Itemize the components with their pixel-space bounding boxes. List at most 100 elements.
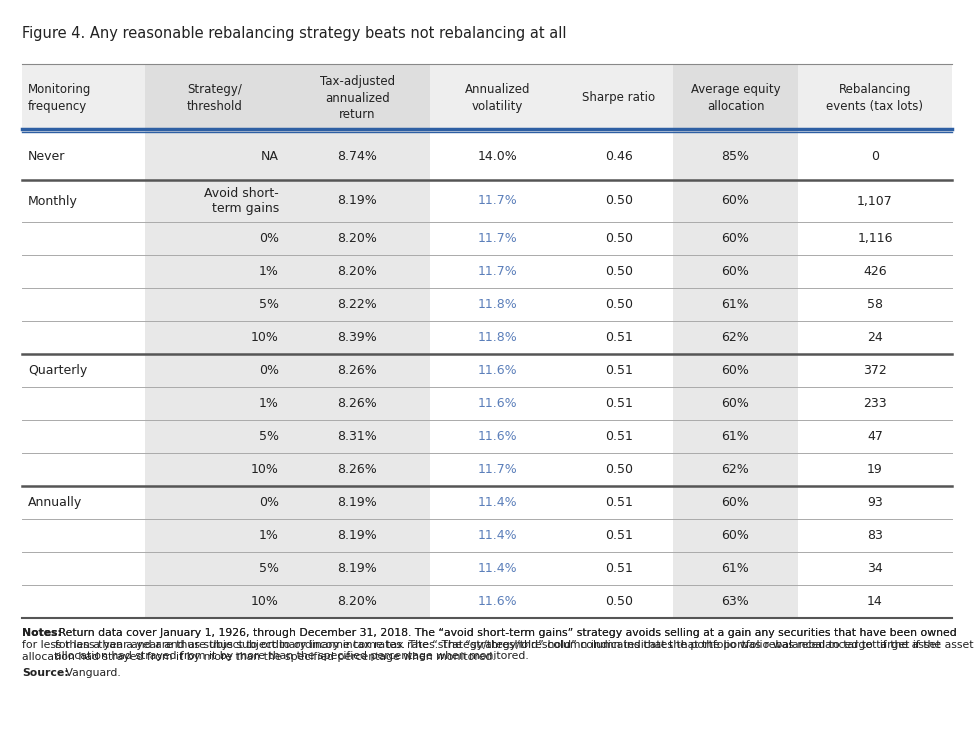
Text: 62%: 62% — [722, 331, 749, 344]
Text: Sharpe ratio: Sharpe ratio — [582, 91, 656, 105]
Text: 8.20%: 8.20% — [338, 232, 378, 245]
Text: 11.7%: 11.7% — [477, 195, 517, 207]
Text: Tax-adjusted
annualized
return: Tax-adjusted annualized return — [319, 75, 395, 121]
Text: 11.6%: 11.6% — [477, 397, 517, 410]
Text: Rebalancing
events (tax lots): Rebalancing events (tax lots) — [827, 83, 923, 113]
Text: 11.6%: 11.6% — [477, 595, 517, 608]
Text: 11.7%: 11.7% — [477, 463, 517, 476]
Text: 11.6%: 11.6% — [477, 364, 517, 377]
Text: 0.50: 0.50 — [605, 265, 633, 278]
Text: 8.19%: 8.19% — [338, 529, 377, 542]
Text: 61%: 61% — [722, 430, 749, 443]
Text: 93: 93 — [867, 496, 882, 509]
Text: 34: 34 — [867, 562, 882, 575]
Text: 5%: 5% — [259, 562, 279, 575]
Text: 0.50: 0.50 — [605, 232, 633, 245]
Text: 0%: 0% — [259, 496, 279, 509]
Bar — [145, 64, 285, 132]
Bar — [673, 64, 798, 618]
Text: Quarterly: Quarterly — [28, 364, 88, 377]
Text: Return data cover January 1, 1926, through December 31, 2018. The “avoid short-t: Return data cover January 1, 1926, throu… — [55, 628, 973, 661]
Text: 47: 47 — [867, 430, 883, 443]
Text: 11.6%: 11.6% — [477, 430, 517, 443]
Text: 5%: 5% — [259, 298, 279, 311]
Text: 0.51: 0.51 — [605, 529, 633, 542]
Text: 0.51: 0.51 — [605, 562, 633, 575]
Text: Notes:: Notes: — [22, 628, 62, 638]
Text: 10%: 10% — [251, 331, 279, 344]
Bar — [285, 64, 430, 132]
Text: Annually: Annually — [28, 496, 82, 509]
Text: 8.39%: 8.39% — [338, 331, 377, 344]
Text: allocation had strayed from it by more than the specified percentage when monito: allocation had strayed from it by more t… — [22, 652, 496, 662]
Text: 0%: 0% — [259, 232, 279, 245]
Text: 11.7%: 11.7% — [477, 232, 517, 245]
Text: Average equity
allocation: Average equity allocation — [691, 83, 780, 113]
Text: 8.26%: 8.26% — [338, 463, 377, 476]
Text: 62%: 62% — [722, 463, 749, 476]
Text: 60%: 60% — [722, 195, 749, 207]
Text: 60%: 60% — [722, 496, 749, 509]
Text: 14.0%: 14.0% — [477, 149, 517, 163]
Text: 5%: 5% — [259, 430, 279, 443]
Text: Source:: Source: — [22, 668, 69, 678]
Text: 11.8%: 11.8% — [477, 331, 517, 344]
Text: 58: 58 — [867, 298, 883, 311]
Text: 8.19%: 8.19% — [338, 496, 377, 509]
Text: 233: 233 — [863, 397, 886, 410]
Text: 19: 19 — [867, 463, 882, 476]
Bar — [798, 64, 952, 132]
Text: 10%: 10% — [251, 595, 279, 608]
Text: Avoid short-
term gains: Avoid short- term gains — [205, 187, 279, 215]
Text: 0.50: 0.50 — [605, 195, 633, 207]
Text: 24: 24 — [867, 331, 882, 344]
Text: 0.51: 0.51 — [605, 331, 633, 344]
Text: 14: 14 — [867, 595, 882, 608]
Text: 0%: 0% — [259, 364, 279, 377]
Text: 11.4%: 11.4% — [477, 496, 517, 509]
Bar — [673, 64, 798, 132]
Text: for less than a year and are thus subject to ordinary income tax rates. The “str: for less than a year and are thus subjec… — [22, 640, 941, 650]
Text: 8.74%: 8.74% — [338, 149, 378, 163]
Text: 61%: 61% — [722, 562, 749, 575]
Text: 8.22%: 8.22% — [338, 298, 377, 311]
Text: 0.46: 0.46 — [605, 149, 633, 163]
Text: 60%: 60% — [722, 232, 749, 245]
Text: 372: 372 — [863, 364, 887, 377]
Text: 61%: 61% — [722, 298, 749, 311]
Bar — [565, 64, 673, 132]
Text: 8.20%: 8.20% — [338, 595, 378, 608]
Text: 8.26%: 8.26% — [338, 364, 377, 377]
Text: 10%: 10% — [251, 463, 279, 476]
Text: 83: 83 — [867, 529, 883, 542]
Text: Return data cover January 1, 1926, through December 31, 2018. The “avoid short-t: Return data cover January 1, 1926, throu… — [55, 628, 956, 638]
Bar — [285, 64, 430, 618]
Text: 1%: 1% — [259, 265, 279, 278]
Text: Never: Never — [28, 149, 65, 163]
Text: 0.50: 0.50 — [605, 595, 633, 608]
Text: 85%: 85% — [722, 149, 750, 163]
Text: 0.51: 0.51 — [605, 430, 633, 443]
Text: Figure 4. Any reasonable rebalancing strategy beats not rebalancing at all: Figure 4. Any reasonable rebalancing str… — [22, 26, 567, 41]
Text: 1,116: 1,116 — [857, 232, 893, 245]
Text: Strategy/
threshold: Strategy/ threshold — [187, 83, 243, 113]
Text: 426: 426 — [863, 265, 886, 278]
Text: 8.26%: 8.26% — [338, 397, 377, 410]
Text: 11.7%: 11.7% — [477, 265, 517, 278]
Text: Notes:: Notes: — [22, 628, 62, 638]
Text: 60%: 60% — [722, 529, 749, 542]
Text: 0.50: 0.50 — [605, 298, 633, 311]
Text: NA: NA — [261, 149, 279, 163]
Text: 0.50: 0.50 — [605, 463, 633, 476]
Text: 60%: 60% — [722, 364, 749, 377]
Text: 8.31%: 8.31% — [338, 430, 377, 443]
Text: Monthly: Monthly — [28, 195, 78, 207]
Text: 11.4%: 11.4% — [477, 562, 517, 575]
Text: 0: 0 — [871, 149, 879, 163]
Text: Monitoring
frequency: Monitoring frequency — [28, 83, 92, 113]
Text: Annualized
volatility: Annualized volatility — [465, 83, 530, 113]
Text: 8.19%: 8.19% — [338, 562, 377, 575]
Bar — [145, 64, 285, 618]
Text: 8.19%: 8.19% — [338, 195, 377, 207]
Text: 0.51: 0.51 — [605, 397, 633, 410]
